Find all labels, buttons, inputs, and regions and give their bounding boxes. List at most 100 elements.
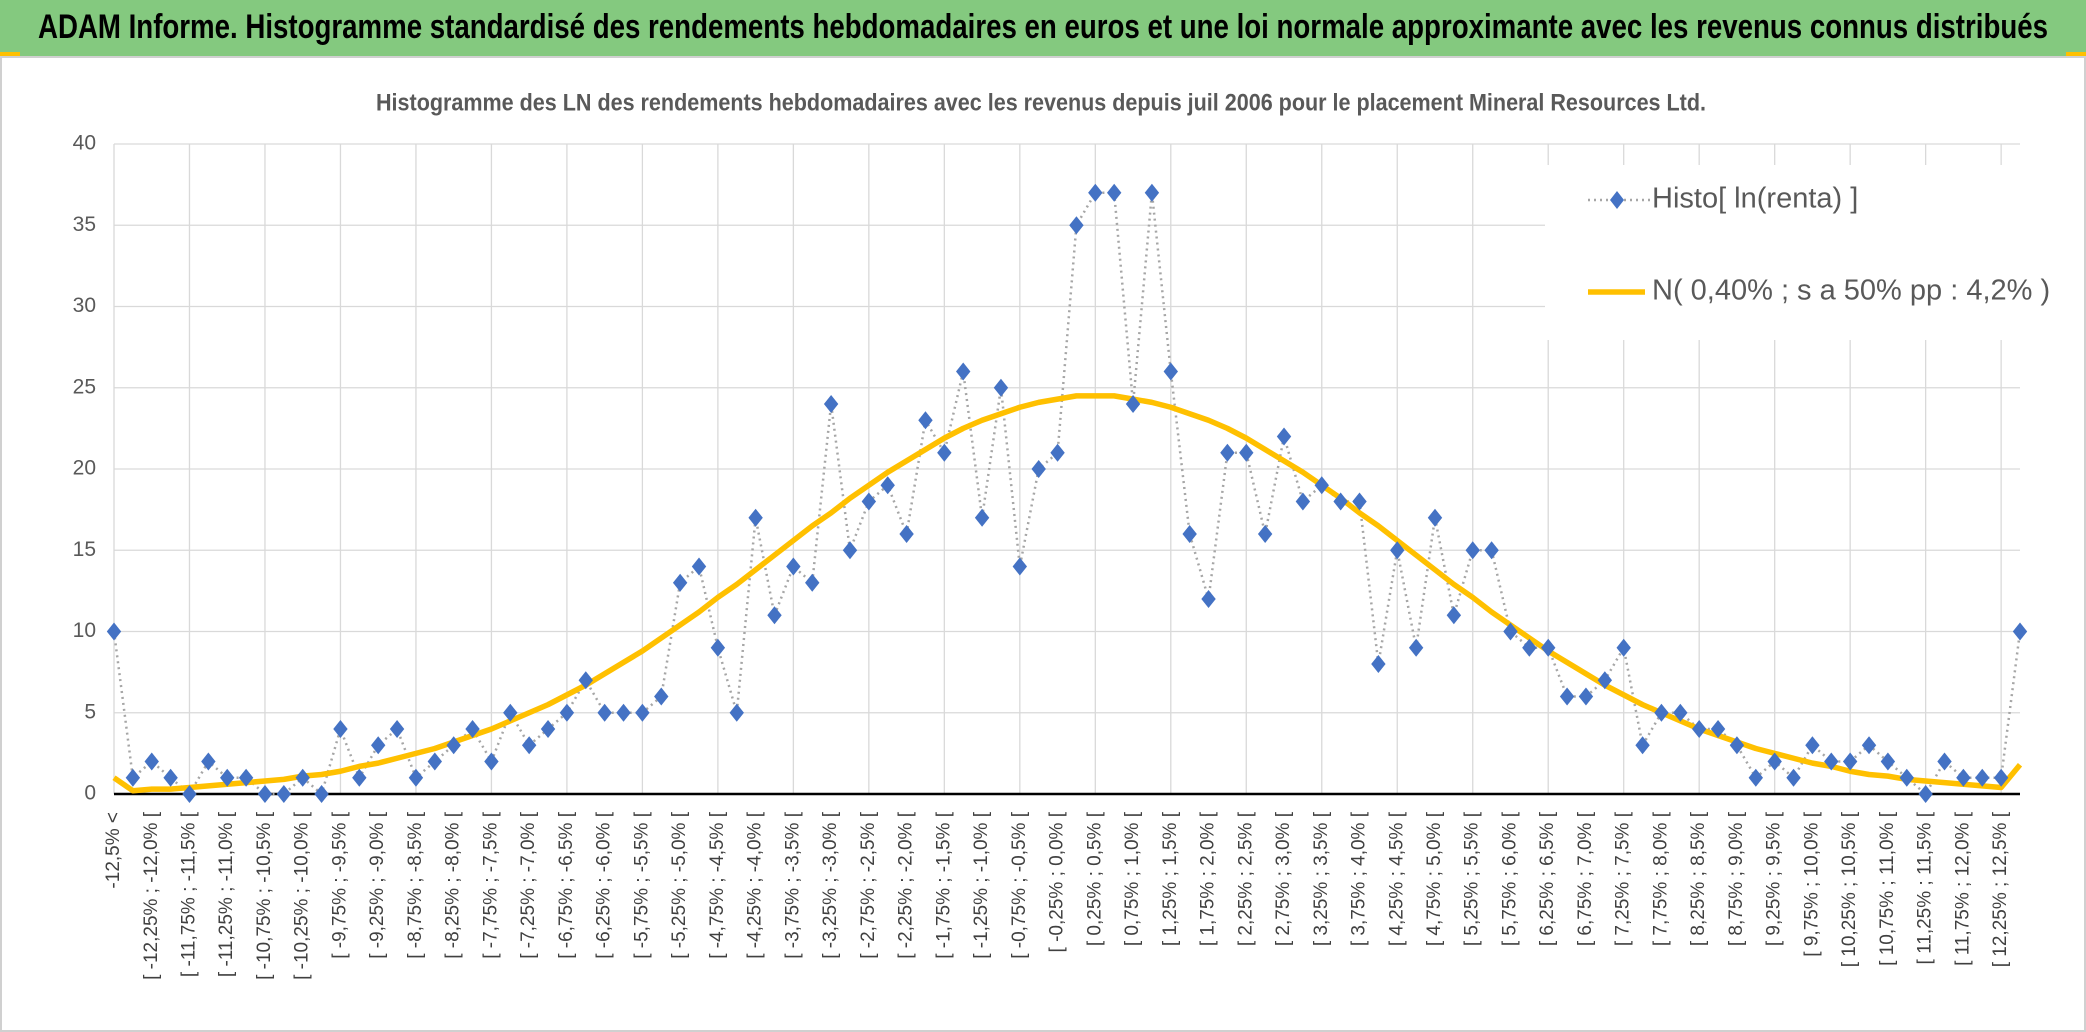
x-tick-label: [ -11,75% ; -11,5% [ bbox=[179, 811, 200, 977]
histo-marker bbox=[767, 606, 782, 625]
histo-marker bbox=[1182, 525, 1197, 543]
x-tick-label: [ 2,75% ; 3,0% [ bbox=[1273, 811, 1294, 946]
x-tick-label: [ 5,25% ; 5,5% [ bbox=[1462, 811, 1483, 946]
x-tick-label: [ 11,75% ; 12,0% [ bbox=[1952, 811, 1973, 966]
histo-marker bbox=[842, 541, 858, 560]
y-tick-label: 10 bbox=[73, 619, 96, 642]
x-tick-label: [ -8,25% ; -8,0% [ bbox=[443, 811, 464, 959]
histo-marker bbox=[1522, 638, 1537, 657]
histo-marker bbox=[1106, 183, 1122, 202]
histo-marker bbox=[1352, 492, 1367, 511]
y-tick-label: 5 bbox=[84, 700, 96, 723]
histo-marker bbox=[1446, 606, 1462, 625]
x-tick-label: [ 11,25% ; 11,5% [ bbox=[1915, 811, 1936, 964]
x-tick-label: [ -3,25% ; -3,0% [ bbox=[820, 811, 841, 959]
histo-marker bbox=[2012, 622, 2028, 641]
corner-mark bbox=[0, 52, 20, 58]
legend-marker bbox=[1610, 191, 1624, 209]
x-tick-label: -12,5% < bbox=[103, 812, 124, 889]
x-tick-label: [ -12,25% ; -12,0% [ bbox=[141, 811, 162, 980]
histo-marker bbox=[1654, 703, 1669, 722]
histo-marker bbox=[1333, 492, 1348, 511]
histo-marker bbox=[1729, 736, 1745, 755]
histo-marker bbox=[1503, 622, 1518, 641]
x-tick-label: [ -2,25% ; -2,0% [ bbox=[896, 811, 917, 959]
histo-marker bbox=[861, 492, 877, 511]
histo-marker bbox=[1371, 655, 1386, 673]
x-tick-label: [ -2,75% ; -2,5% [ bbox=[858, 811, 879, 959]
y-tick-label: 25 bbox=[73, 375, 96, 398]
histo-marker bbox=[1031, 460, 1046, 478]
x-tick-label: [ -6,25% ; -6,0% [ bbox=[594, 811, 615, 959]
x-tick-label: [ -11,25% ; -11,0% [ bbox=[216, 811, 237, 977]
histo-marker bbox=[125, 768, 141, 787]
histo-marker bbox=[597, 703, 612, 722]
histo-marker bbox=[1050, 443, 1065, 462]
histo-marker bbox=[182, 785, 197, 803]
legend-box bbox=[1545, 165, 2025, 340]
x-tick-label: [ 4,75% ; 5,0% [ bbox=[1424, 811, 1445, 946]
histo-marker bbox=[880, 476, 895, 495]
histo-marker bbox=[465, 720, 480, 738]
histo-marker bbox=[918, 411, 933, 430]
histo-marker bbox=[1616, 638, 1631, 657]
histo-marker bbox=[559, 703, 575, 722]
histo-marker bbox=[1956, 768, 1971, 787]
histo-marker bbox=[1069, 216, 1084, 235]
x-tick-label: [ -7,75% ; -7,5% [ bbox=[480, 811, 501, 959]
x-tick-label: [ 12,25% ; 12,5% [ bbox=[1990, 811, 2011, 967]
histo-marker bbox=[314, 785, 329, 803]
histo-marker bbox=[1673, 703, 1688, 722]
histo-marker bbox=[1805, 736, 1820, 755]
x-tick-label: [ -0,75% ; -0,5% [ bbox=[1009, 811, 1030, 959]
x-tick-label: [ -5,75% ; -5,5% [ bbox=[631, 811, 652, 959]
histo-marker bbox=[1824, 752, 1839, 771]
histo-marker bbox=[1163, 362, 1178, 381]
histo-marker bbox=[408, 768, 424, 787]
histo-marker bbox=[1635, 736, 1650, 755]
histo-marker bbox=[1408, 638, 1424, 657]
histo-marker bbox=[1748, 768, 1764, 787]
histo-marker bbox=[352, 768, 367, 787]
histo-marker bbox=[503, 703, 518, 722]
histo-marker bbox=[446, 736, 461, 755]
histo-marker bbox=[220, 768, 235, 787]
histo-marker bbox=[1559, 687, 1575, 706]
histo-marker bbox=[1842, 752, 1858, 771]
histo-marker bbox=[1144, 183, 1160, 202]
x-tick-label: [ 9,25% ; 9,5% [ bbox=[1764, 811, 1785, 946]
histo-marker bbox=[1918, 785, 1933, 803]
histo-marker bbox=[1710, 720, 1726, 738]
x-tick-label: [ -6,75% ; -6,5% [ bbox=[556, 811, 577, 959]
x-tick-label: [ 10,75% ; 11,0% [ bbox=[1877, 811, 1898, 966]
histo-marker bbox=[1314, 476, 1329, 495]
histo-marker bbox=[616, 703, 631, 722]
histo-marker bbox=[729, 703, 744, 722]
histo-marker bbox=[691, 557, 707, 576]
x-tick-label: [ 7,75% ; 8,0% [ bbox=[1650, 811, 1671, 946]
histo-marker bbox=[389, 720, 405, 738]
histo-marker bbox=[1484, 541, 1499, 560]
histo-marker bbox=[295, 768, 310, 787]
page-title: ADAM Informe. Histogramme standardisé de… bbox=[38, 8, 2048, 46]
histo-marker bbox=[635, 703, 650, 722]
y-tick-label: 30 bbox=[73, 294, 96, 317]
histo-marker bbox=[578, 671, 593, 690]
plot-area: 0 5 10 15 20 25 30 35 40 -12,5% < [ -12,25% ; -12,… bbox=[73, 132, 2051, 980]
histo-marker bbox=[748, 508, 763, 527]
histo-marker bbox=[1578, 687, 1594, 706]
x-tick-label: [ -7,25% ; -7,0% [ bbox=[518, 811, 539, 959]
x-tick-label: [ 4,25% ; 4,5% [ bbox=[1386, 811, 1407, 946]
x-tick-label: [ -4,25% ; -4,0% [ bbox=[745, 811, 766, 959]
histo-marker bbox=[1295, 492, 1311, 511]
chart-title: Histogramme des LN des rendements hebdom… bbox=[376, 89, 1706, 116]
histo-marker bbox=[1125, 395, 1141, 413]
histo-marker bbox=[1786, 768, 1801, 787]
histo-marker bbox=[1937, 752, 1952, 771]
histo-marker bbox=[238, 768, 254, 787]
histo-marker bbox=[1201, 590, 1216, 608]
y-tick-label: 0 bbox=[84, 782, 96, 805]
histo-marker bbox=[427, 752, 443, 771]
x-tick-label: [ -10,75% ; -10,5% [ bbox=[254, 811, 275, 980]
histo-marker bbox=[521, 736, 537, 755]
